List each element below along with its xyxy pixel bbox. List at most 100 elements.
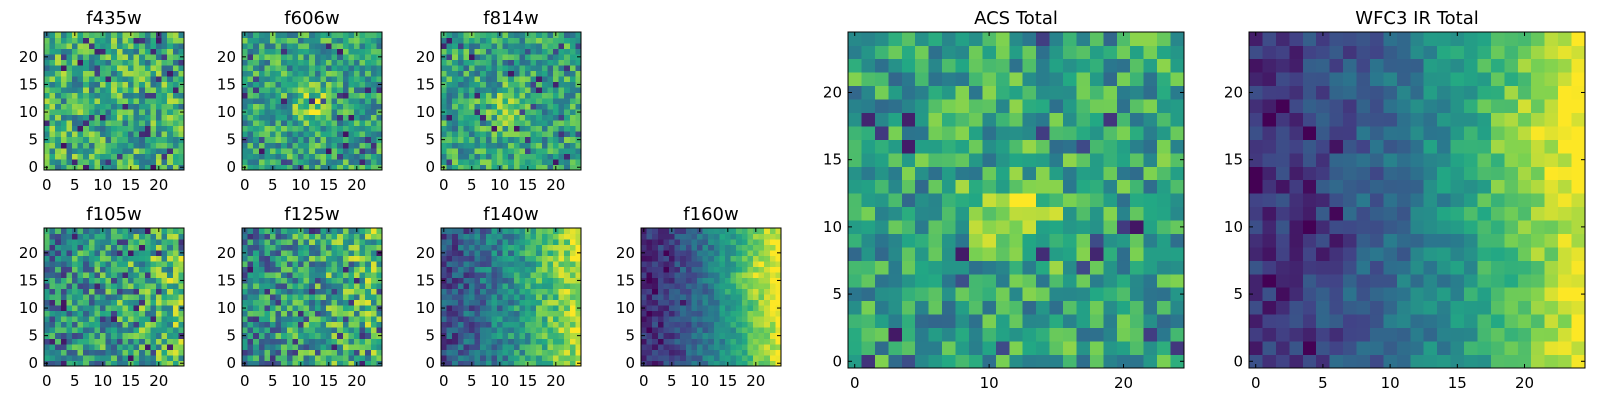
heatmap-cell bbox=[331, 70, 338, 77]
heatmap-cell bbox=[646, 349, 653, 356]
heatmap-cell bbox=[541, 48, 548, 55]
heatmap-cell bbox=[474, 349, 481, 356]
heatmap-cell bbox=[270, 125, 276, 132]
heatmap-cell bbox=[83, 266, 90, 273]
heatmap-cell bbox=[569, 228, 576, 234]
heatmap-cell bbox=[452, 332, 459, 339]
heatmap-cell bbox=[525, 142, 531, 149]
heatmap-cell bbox=[281, 327, 288, 334]
heatmap-cell bbox=[530, 250, 537, 256]
heatmap-cell bbox=[83, 37, 90, 44]
heatmap-cell bbox=[365, 70, 372, 77]
heatmap-cell bbox=[652, 255, 659, 262]
heatmap-cell bbox=[105, 299, 112, 306]
heatmap-cell bbox=[275, 277, 282, 284]
heatmap-cell bbox=[359, 37, 366, 44]
heatmap-cell bbox=[641, 272, 647, 279]
heatmap-cell bbox=[139, 255, 146, 262]
heatmap-cell bbox=[1130, 166, 1145, 181]
heatmap-cell bbox=[775, 354, 782, 361]
heatmap-cell bbox=[491, 299, 498, 306]
heatmap-cell bbox=[309, 250, 316, 256]
heatmap-cell bbox=[247, 244, 254, 251]
heatmap-cell bbox=[161, 266, 168, 273]
heatmap-cell bbox=[968, 341, 983, 355]
heatmap-cell bbox=[116, 109, 123, 116]
heatmap-cell bbox=[928, 273, 943, 288]
heatmap-cell bbox=[485, 332, 492, 339]
heatmap-cell bbox=[564, 114, 571, 121]
heatmap-cell bbox=[915, 206, 929, 221]
heatmap-cell bbox=[242, 125, 248, 132]
heatmap-cell bbox=[564, 131, 571, 138]
heatmap-cell bbox=[111, 87, 118, 94]
heatmap-cell bbox=[758, 310, 765, 317]
heatmap-cell bbox=[497, 244, 503, 251]
heatmap-cell bbox=[519, 338, 526, 345]
heatmap-cell bbox=[508, 299, 515, 306]
heatmap-cell bbox=[764, 321, 771, 328]
heatmap-cell bbox=[314, 103, 321, 110]
heatmap-cell bbox=[446, 354, 453, 361]
heatmap-cell bbox=[60, 147, 67, 154]
heatmap-cell bbox=[139, 332, 146, 339]
heatmap-cell bbox=[286, 261, 293, 267]
heatmap-cell bbox=[83, 255, 90, 262]
heatmap-cell bbox=[519, 332, 526, 339]
heatmap-cell bbox=[1170, 233, 1185, 248]
heatmap-cell bbox=[337, 120, 344, 127]
heatmap-cell bbox=[564, 54, 571, 60]
heatmap-cell bbox=[1076, 233, 1091, 248]
heatmap-cell bbox=[1170, 247, 1185, 261]
heatmap-cell bbox=[354, 338, 360, 345]
heatmap-cell bbox=[88, 59, 95, 66]
heatmap-cell bbox=[161, 125, 168, 132]
heatmap-cell bbox=[376, 120, 383, 127]
heatmap-cell bbox=[292, 92, 299, 99]
heatmap-cell bbox=[513, 125, 520, 132]
heatmap-cell bbox=[314, 294, 321, 301]
heatmap-cell bbox=[309, 109, 316, 116]
heatmap-cell bbox=[502, 288, 509, 295]
heatmap-cell bbox=[172, 98, 179, 105]
heatmap-cell bbox=[156, 305, 162, 312]
heatmap-cell bbox=[354, 266, 360, 273]
heatmap-cell bbox=[264, 354, 271, 361]
heatmap-cell bbox=[66, 120, 73, 127]
heatmap-cell bbox=[525, 136, 531, 143]
y-tick-label: 0 bbox=[425, 158, 435, 176]
heatmap-cell bbox=[463, 327, 470, 334]
heatmap-cell bbox=[370, 54, 377, 60]
heatmap-cell bbox=[258, 87, 265, 94]
heatmap-cell bbox=[525, 294, 531, 301]
heatmap-cell bbox=[156, 92, 162, 99]
heatmap-cell bbox=[337, 92, 344, 99]
heatmap-cell bbox=[258, 147, 265, 154]
heatmap-cell bbox=[161, 59, 168, 66]
heatmap-cell bbox=[513, 310, 520, 317]
heatmap-cell bbox=[519, 343, 526, 350]
heatmap-cell bbox=[485, 120, 492, 127]
heatmap-cell bbox=[370, 343, 377, 350]
heatmap-cell bbox=[111, 147, 118, 154]
heatmap-cell bbox=[286, 92, 293, 99]
heatmap-cell bbox=[376, 349, 383, 356]
heatmap-cell bbox=[657, 261, 664, 267]
heatmap-cell bbox=[326, 244, 332, 251]
heatmap-cell bbox=[508, 239, 515, 245]
heatmap-cell bbox=[1063, 341, 1077, 355]
heatmap-cell bbox=[122, 76, 129, 83]
panel-title: f160w bbox=[683, 204, 738, 225]
axes-frame bbox=[241, 227, 383, 367]
x-tick-label: 5 bbox=[268, 176, 278, 194]
heatmap-cell bbox=[258, 288, 265, 295]
heatmap-cell bbox=[736, 228, 743, 234]
heatmap-cell bbox=[441, 343, 447, 350]
heatmap-cell bbox=[491, 92, 498, 99]
heatmap-cell bbox=[72, 310, 78, 317]
heatmap-cell bbox=[144, 288, 151, 295]
heatmap-cell bbox=[502, 120, 509, 127]
heatmap-cell bbox=[874, 354, 889, 369]
heatmap-cell bbox=[275, 239, 282, 245]
heatmap-cell bbox=[172, 272, 179, 279]
